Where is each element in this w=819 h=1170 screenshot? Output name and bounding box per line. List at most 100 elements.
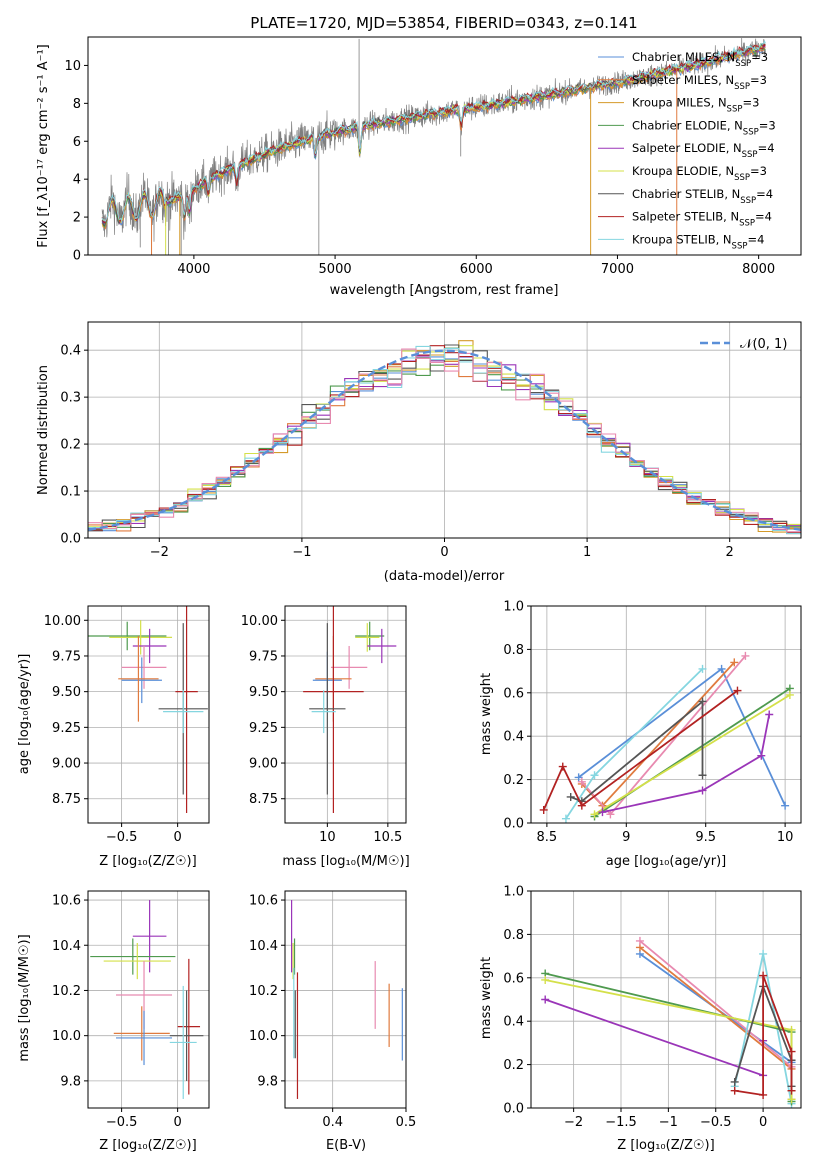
figure-title: PLATE=1720, MJD=53854, FIBERID=0343, z=0… bbox=[250, 14, 637, 32]
y-tick-label: 9.75 bbox=[52, 649, 81, 664]
y-tick-label: 8.75 bbox=[249, 792, 278, 807]
residual-ylabel: Normed distribution bbox=[36, 365, 51, 495]
age-z-xlabel: Z [log₁₀(Z/Z☉)] bbox=[99, 854, 196, 869]
plot-overlay: 8.5 9 9.5 10 0.0 0.2 0.4 0.6 0.8 1.0 bbox=[503, 600, 802, 845]
weight-marker-pink bbox=[606, 810, 615, 819]
y-tick-label: 0.2 bbox=[60, 438, 81, 453]
weight-marker-se bbox=[541, 995, 550, 1004]
y-tick-label: 10.00 bbox=[44, 614, 81, 629]
mass-z-ylabel: mass [log₁₀(M/M☉)] bbox=[17, 934, 32, 1061]
mass-z-panel: −0.5 0 9.8 10.0 10.2 10.4 10.6 bbox=[52, 890, 210, 1130]
x-tick-label: −0.5 bbox=[700, 1115, 732, 1130]
weight-marker-se bbox=[765, 710, 774, 719]
model-line-ke bbox=[101, 42, 766, 223]
mass-ebv-panel: 0.4 0.5 9.8 10.0 10.2 10.4 10.6 bbox=[249, 890, 417, 1130]
weight-z-panel: −2 −1.5 −1 −0.5 0 0.0 0.2 0.4 0.6 0.8 1.0 bbox=[503, 885, 802, 1130]
plot-frame bbox=[87, 36, 802, 256]
legend-subscript: SSP bbox=[743, 127, 759, 137]
spectrum-xlabel: wavelength [Angstrom, rest frame] bbox=[330, 283, 559, 298]
x-tick-label: −2 bbox=[150, 545, 169, 560]
spectrum-ylabel: Flux [f_λ10⁻¹⁷ erg cm⁻² s⁻¹ A⁻¹] bbox=[36, 44, 51, 248]
plot-frame bbox=[530, 605, 802, 824]
y-tick-label: 1.0 bbox=[503, 885, 524, 900]
x-tick-label: −1.5 bbox=[605, 1115, 637, 1130]
y-tick-label: 10.6 bbox=[52, 894, 81, 909]
y-tick-label: 10.0 bbox=[249, 1029, 278, 1044]
weight-marker-ss bbox=[787, 1047, 796, 1056]
y-tick-label: 10.0 bbox=[52, 1029, 81, 1044]
weight-marker-cs bbox=[698, 771, 707, 780]
weight-marker-ke bbox=[590, 810, 599, 819]
y-tick-label: 9.50 bbox=[52, 685, 81, 700]
x-tick-label: 9 bbox=[622, 830, 630, 845]
plot-content bbox=[291, 900, 403, 1099]
plot-content bbox=[88, 606, 208, 814]
y-tick-label: 9.25 bbox=[249, 721, 278, 736]
plot-background bbox=[88, 606, 209, 823]
x-tick-label: 0 bbox=[173, 1115, 181, 1130]
weight-age-xlabel: age [log₁₀(age/yr)] bbox=[606, 854, 727, 869]
plot-overlay: −0.5 0 8.75 9.00 9.25 9.50 9.75 10.00 bbox=[44, 605, 210, 845]
x-tick-label: 10 bbox=[777, 830, 794, 845]
plot-content bbox=[539, 651, 794, 823]
plot-content bbox=[541, 936, 796, 1108]
y-tick-label: 2 bbox=[73, 211, 81, 226]
weight-marker-ke bbox=[541, 975, 550, 984]
y-tick-label: 9.00 bbox=[52, 757, 81, 772]
weight-marker-se bbox=[698, 786, 707, 795]
y-tick-label: 10 bbox=[64, 59, 81, 74]
y-tick-label: 0.4 bbox=[60, 344, 81, 359]
x-tick-label: 0.5 bbox=[396, 1115, 417, 1130]
plot-overlay: 10 10.5 8.75 9.00 9.25 9.50 9.75 10.00 bbox=[241, 605, 407, 845]
weight-line-se bbox=[602, 714, 771, 813]
x-tick-label: 10.5 bbox=[373, 830, 402, 845]
weight-marker-ss bbox=[759, 971, 768, 980]
y-tick-label: 0.8 bbox=[503, 643, 524, 658]
weight-marker-ss bbox=[733, 686, 742, 695]
y-tick-label: 10.4 bbox=[52, 939, 81, 954]
x-tick-label: 0 bbox=[759, 1115, 767, 1130]
y-tick-label: 0.4 bbox=[503, 730, 524, 745]
mass-ebv-xlabel: E(B-V) bbox=[326, 1138, 366, 1153]
weight-marker-ke bbox=[787, 1025, 796, 1034]
age-z-panel: −0.5 0 8.75 9.00 9.25 9.50 9.75 10.00 bbox=[44, 605, 210, 845]
y-tick-label: 10.4 bbox=[249, 939, 278, 954]
plot-background bbox=[88, 891, 209, 1108]
model-line-ss bbox=[101, 42, 766, 224]
plot-frame bbox=[284, 890, 407, 1109]
x-tick-label: 2 bbox=[726, 545, 734, 560]
y-tick-label: 0.2 bbox=[503, 773, 524, 788]
weight-marker-se bbox=[598, 808, 607, 817]
x-tick-label: −1 bbox=[292, 545, 311, 560]
x-tick-label: −0.5 bbox=[106, 830, 138, 845]
plot-frame bbox=[87, 605, 210, 824]
y-tick-label: 0.4 bbox=[503, 1015, 524, 1030]
weight-marker-ss bbox=[759, 1090, 768, 1099]
weight-marker-pink bbox=[635, 936, 644, 945]
x-tick-label: 7000 bbox=[601, 262, 634, 277]
y-tick-label: 0.2 bbox=[503, 1058, 524, 1073]
weight-z-xlabel: Z [log₁₀(Z/Z☉)] bbox=[617, 1138, 714, 1153]
x-tick-label: 6000 bbox=[460, 262, 493, 277]
weight-line-cs bbox=[570, 699, 704, 803]
y-tick-label: 10.2 bbox=[52, 984, 81, 999]
plot-background bbox=[285, 606, 406, 823]
y-tick-label: 0.6 bbox=[503, 971, 524, 986]
weight-marker-pink bbox=[577, 777, 586, 786]
weight-marker-ss bbox=[730, 1086, 739, 1095]
x-tick-label: 10 bbox=[319, 830, 336, 845]
weight-marker-ks bbox=[698, 664, 707, 673]
plot-content bbox=[101, 37, 766, 255]
plot-frame bbox=[530, 890, 802, 1109]
age-mass-panel: 10 10.5 8.75 9.00 9.25 9.50 9.75 10.00 bbox=[241, 605, 407, 845]
weight-marker-ss bbox=[787, 1086, 796, 1095]
y-tick-label: 8 bbox=[73, 97, 81, 112]
weight-line-ke bbox=[594, 694, 791, 816]
x-tick-label: 0.4 bbox=[322, 1115, 343, 1130]
y-tick-label: 10.6 bbox=[249, 894, 278, 909]
plot-overlay: −0.5 0 9.8 10.0 10.2 10.4 10.6 bbox=[52, 890, 210, 1130]
legend-subscript: SSP bbox=[734, 173, 750, 183]
y-tick-label: 0.0 bbox=[60, 532, 81, 547]
y-tick-label: 9.8 bbox=[60, 1074, 81, 1089]
